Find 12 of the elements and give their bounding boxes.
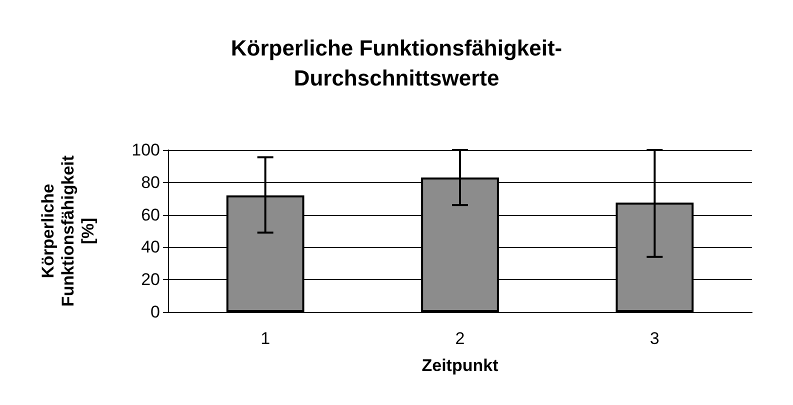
- chart-title: Körperliche Funktionsfähigkeit- Durchschnittswerte: [230, 36, 562, 90]
- y-tick-label: 60: [141, 205, 160, 224]
- y-axis-title: Körperliche Funktionsfähigkeit [%]: [38, 155, 98, 307]
- y-tick-label: 20: [141, 270, 160, 290]
- x-tick-label: 3: [650, 329, 660, 348]
- x-axis-title: Zeitpunkt: [422, 356, 499, 375]
- y-tick-label: 80: [141, 172, 160, 192]
- x-tick-label: 1: [260, 329, 270, 348]
- y-tick-label: 40: [141, 238, 160, 257]
- y-tick-label: 100: [132, 140, 160, 160]
- x-tick-label: 2: [455, 329, 465, 348]
- y-tick-label: 0: [150, 302, 160, 322]
